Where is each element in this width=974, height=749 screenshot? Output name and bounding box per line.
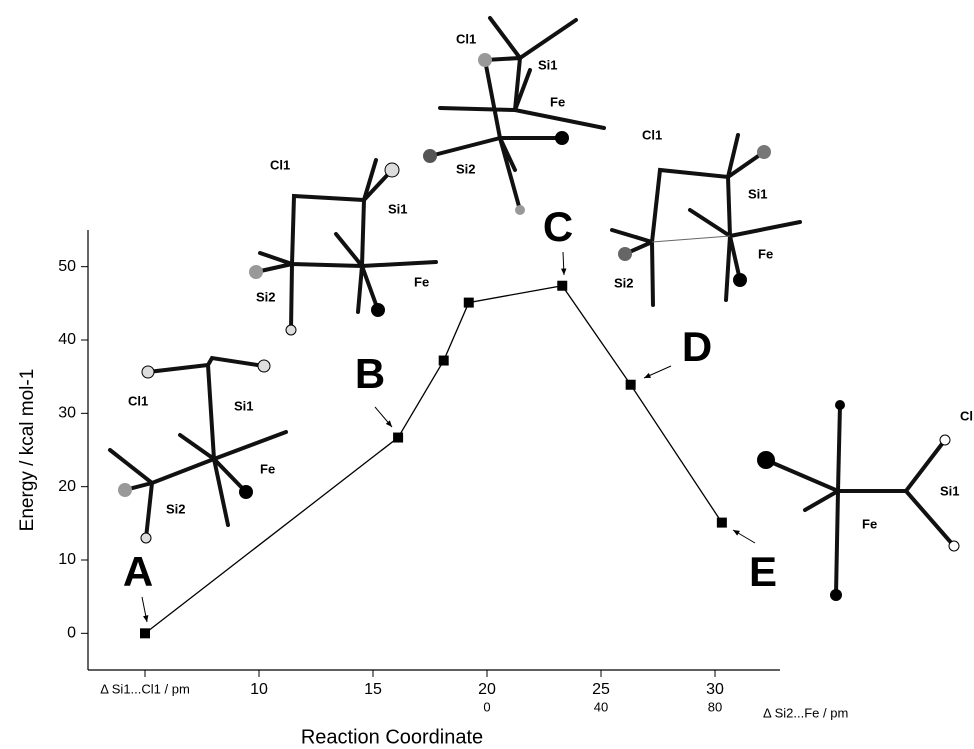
atom-label: Cl1 (128, 393, 148, 408)
y-axis-title: Energy / kcal mol-1 (17, 369, 38, 532)
data-point (393, 433, 403, 443)
atom-label: Cl1 (642, 127, 662, 142)
atom-label: Cl (960, 408, 973, 423)
x2-axis-title: Δ Si2...Fe / pm (763, 705, 848, 720)
x-tick-label: 20 (478, 681, 496, 698)
data-point (717, 518, 727, 528)
data-point (464, 298, 474, 308)
y-tick-label: 10 (58, 551, 76, 568)
data-point (626, 380, 636, 390)
x2-tick-label: 40 (594, 699, 608, 714)
atom-label: Fe (260, 461, 275, 476)
molecule-e: Cl Si1 Fe (757, 400, 973, 601)
point-label: C (543, 203, 573, 250)
atom-label: Si1 (388, 201, 408, 216)
atom-label: Cl1 (456, 31, 476, 46)
atom-label: Si2 (456, 161, 476, 176)
y-tick-label: 50 (58, 258, 76, 275)
atom-label: Fe (758, 246, 773, 261)
molecule-b: Cl1 Si1 Fe Si2 (249, 157, 436, 335)
y-tick-label: 30 (58, 405, 76, 422)
atom-label: Si2 (166, 501, 186, 516)
point-label: B (355, 350, 385, 397)
atom-label: Cl1 (270, 157, 290, 172)
x-tick-label: 25 (592, 681, 610, 698)
point-label: E (749, 548, 777, 595)
arrow-head (733, 530, 740, 536)
arrow-head (561, 268, 566, 275)
x-tick-label: 15 (364, 681, 382, 698)
atom-label: Si2 (256, 289, 276, 304)
x-axis-title: Reaction Coordinate (301, 726, 483, 748)
y-tick-label: 0 (67, 625, 76, 642)
atom-label: Si2 (614, 275, 634, 290)
atom-label: Si1 (940, 483, 960, 498)
point-label: A (123, 548, 153, 595)
molecule-c: Cl1 Si1 Fe Si2 (423, 18, 604, 215)
x2-tick-label: 80 (708, 699, 722, 714)
molecule-a: Cl1 Si1 Fe Si2 (110, 358, 286, 543)
series-line (145, 286, 722, 634)
chart: Cl1 Si1 Fe Si2 Cl1 Si1 Fe Si2 Cl1 Si1 Fe… (0, 0, 974, 749)
x-tick-label: 30 (706, 681, 724, 698)
atom-label: Si1 (748, 186, 768, 201)
y-tick-label: 20 (58, 478, 76, 495)
x-tick-label: Δ Si1...Cl1 / pm (100, 681, 190, 696)
data-point (140, 628, 150, 638)
atom-label: Fe (414, 274, 429, 289)
atom-label: Fe (550, 94, 565, 109)
atom-label: Si1 (538, 57, 558, 72)
atom-label: Fe (862, 516, 877, 531)
data-point (439, 356, 449, 366)
point-label: D (682, 323, 712, 370)
x-tick-label: 10 (250, 681, 268, 698)
atom-label: Si1 (234, 398, 254, 413)
y-tick-label: 40 (58, 331, 76, 348)
data-point (557, 281, 567, 291)
molecule-d: Cl1 Si1 Fe Si2 (612, 127, 800, 305)
x2-tick-label: 0 (483, 699, 490, 714)
arrow-head (143, 615, 148, 622)
